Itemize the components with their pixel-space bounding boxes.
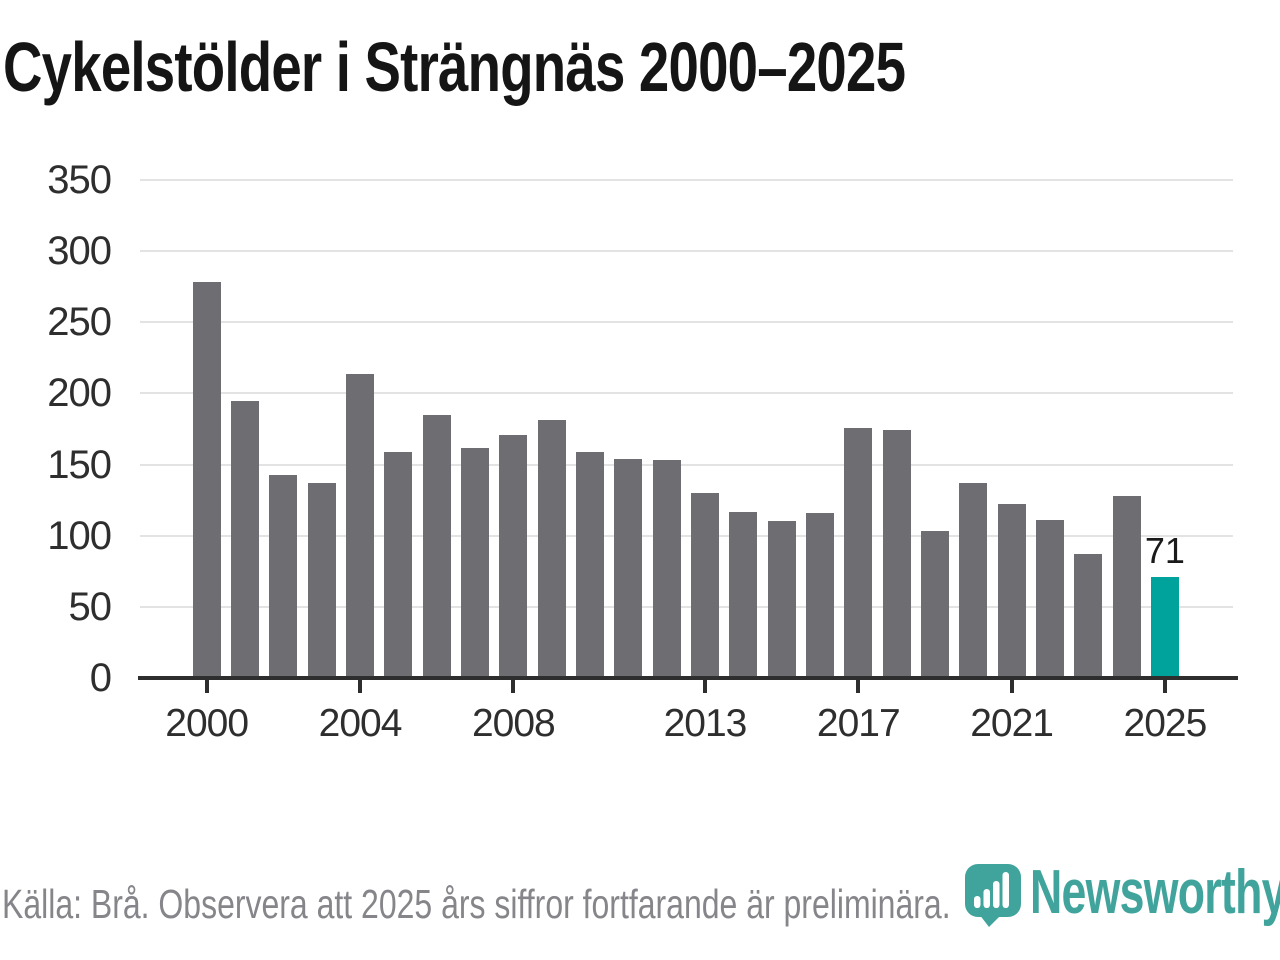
newsworthy-wordmark: Newsworthy (1030, 858, 1280, 927)
bar-2014 (729, 511, 758, 678)
gridline (140, 250, 1233, 253)
bar-2023 (1074, 554, 1103, 678)
y-axis-label: 350 (47, 158, 112, 203)
x-axis-tick (204, 678, 209, 693)
bar-2015 (767, 521, 796, 678)
bar-2003 (307, 483, 336, 678)
x-axis-label: 2004 (318, 702, 403, 745)
bar-2022 (1035, 520, 1064, 678)
bar-2004 (346, 373, 375, 678)
bar-2000 (192, 282, 221, 678)
x-axis-tick (1009, 678, 1014, 693)
y-axis-label: 0 (89, 656, 112, 700)
x-axis-tick (358, 678, 363, 693)
bar-2018 (882, 430, 911, 678)
bar-2002 (269, 474, 298, 678)
gridline (140, 321, 1233, 324)
x-axis-tick (856, 678, 861, 693)
gridline (140, 605, 1233, 608)
x-axis-label: 2017 (816, 702, 901, 745)
x-axis-line (138, 676, 1238, 680)
bar-2016 (805, 512, 834, 678)
bar-value-label: 71 (1144, 529, 1185, 571)
y-axis-label: 250 (47, 300, 112, 345)
bar-2025-highlighted (1150, 576, 1179, 678)
x-axis-label: 2013 (663, 702, 748, 745)
y-axis-label: 50 (68, 584, 113, 629)
bar-2012 (652, 460, 681, 678)
bar-2013 (690, 493, 719, 678)
x-axis-label: 2000 (165, 702, 249, 745)
bar-2005 (384, 451, 413, 678)
bar-chart-pin-icon (965, 864, 1021, 927)
x-axis-tick (511, 678, 516, 693)
y-axis-label: 300 (47, 229, 112, 274)
x-axis-label: 2021 (970, 702, 1054, 745)
gridline (140, 392, 1233, 395)
gridline (140, 463, 1233, 466)
bar-2009 (537, 420, 566, 678)
bar-2024 (1112, 495, 1141, 678)
y-axis-label: 100 (47, 513, 112, 558)
x-axis-label: 2008 (471, 702, 556, 745)
newsworthy-logo (962, 862, 1024, 933)
bar-2020 (959, 483, 988, 678)
x-axis-tick (702, 678, 707, 693)
bar-2019 (920, 531, 949, 678)
bar-2008 (499, 434, 528, 678)
gridline (140, 179, 1233, 182)
gridline (140, 534, 1233, 537)
x-axis-label: 2025 (1123, 702, 1208, 745)
x-axis-tick (1162, 678, 1167, 693)
y-axis-label: 150 (47, 442, 112, 487)
bar-2017 (844, 427, 873, 678)
y-axis-label: 200 (47, 371, 112, 416)
bar-2011 (614, 458, 643, 678)
bar-2006 (422, 414, 451, 678)
chart-title: Cykelstölder i Strängnäs 2000–2025 (3, 28, 906, 106)
source-note: Källa: Brå. Observera att 2025 års siffr… (2, 881, 951, 927)
bar-2010 (576, 451, 604, 678)
bar-2001 (231, 400, 260, 678)
bar-2021 (997, 504, 1026, 678)
bar-2007 (461, 447, 489, 678)
